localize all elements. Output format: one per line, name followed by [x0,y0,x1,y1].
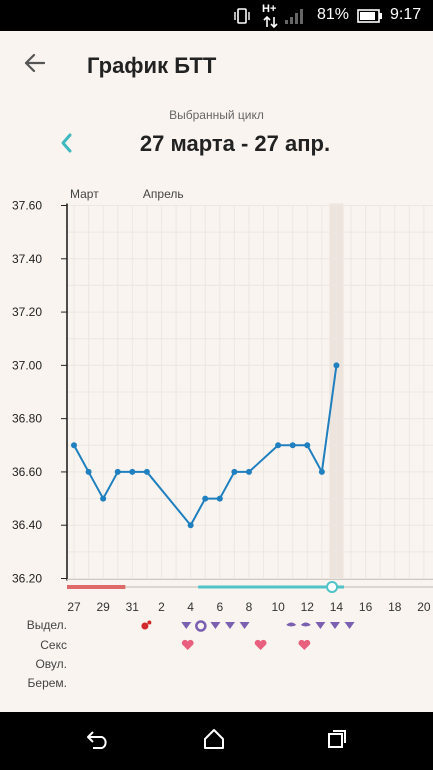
signal-icon [285,8,305,29]
navigation-bar [0,712,433,770]
x-tick-label: 27 [67,600,81,614]
clock: 9:17 [390,6,422,23]
temperature-point [289,442,296,449]
bbt-chart[interactable]: 37.60 37.40 37.20 37.00 36.80 36.60 36.40 36.20… [0,183,433,703]
temperature-point [333,362,340,369]
heart-icon [254,639,267,650]
battery-icon [357,8,383,29]
temperature-point [245,468,252,475]
row-label: Овул. [35,657,67,671]
recents-nav-button[interactable] [323,729,351,753]
discharge-drop-icon [315,622,326,629]
app-bar: График БТТ [0,31,433,98]
month-label: Март [70,187,99,201]
temperature-point [275,442,282,449]
temperature-point [202,495,209,502]
y-tick-label: 36.80 [12,412,42,426]
discharge-lens-icon [286,622,297,627]
x-tick-label: 4 [187,600,194,614]
discharge-drop-icon [329,622,340,629]
temperature-point [143,468,150,475]
y-tick-label: 37.40 [12,252,42,266]
discharge-drop-icon [239,622,250,629]
discharge-lens-icon [300,622,311,627]
y-tick-label: 36.40 [12,518,42,532]
back-nav-icon [85,729,111,754]
vibrate-icon [233,7,251,30]
x-tick-label: 18 [388,600,402,614]
blood-drop-icon [141,622,149,630]
y-tick-label: 37.00 [12,358,42,372]
y-tick-label: 36.60 [12,465,42,479]
temperature-point [304,442,311,449]
temperature-point [100,495,107,502]
temperature-point [85,468,92,475]
discharge-drop-icon [225,622,236,629]
back-button[interactable] [18,49,50,81]
temperature-point [187,522,194,529]
blood-drop-icon [147,620,152,625]
cycle-date-range: 27 марта - 27 апр. [139,131,331,156]
row-label: Секс [40,638,67,652]
discharge-drop-icon [181,622,192,629]
heart-icon [181,639,194,650]
ring-icon [195,620,207,632]
cycle-label: Выбранный цикл [169,108,264,122]
temperature-point [318,468,325,475]
recents-nav-icon [326,728,348,755]
x-tick-label: 14 [330,600,344,614]
row-label: Берем. [28,676,67,690]
temperature-point [114,468,121,475]
x-tick-label: 16 [359,600,373,614]
ovulation-marker [326,581,339,593]
discharge-drop-icon [344,622,355,629]
x-tick-label: 6 [216,600,223,614]
x-tick-label: 2 [158,600,165,614]
x-tick-label: 10 [271,600,285,614]
x-tick-label: 12 [301,600,315,614]
x-tick-label: 8 [246,600,253,614]
heart-icon [298,639,311,650]
y-tick-label: 36.20 [12,572,42,586]
month-label: Апрель [143,187,184,201]
page-title: График БТТ [87,53,217,78]
x-tick-label: 20 [417,600,431,614]
home-nav-icon [202,728,226,755]
x-tick-label: 31 [126,600,140,614]
status-bar: H+ 81% 9:17 [0,0,433,31]
temperature-point [71,442,77,449]
home-nav-button[interactable] [200,728,228,755]
y-tick-label: 37.60 [12,199,42,213]
network-h-plus-icon: H+ [262,3,280,34]
temperature-line [73,365,338,527]
temperature-point [231,468,238,475]
y-tick-label: 37.20 [12,305,42,319]
chevron-left-icon [59,132,73,159]
back-nav-button[interactable] [84,729,112,753]
arrow-left-icon [23,53,46,78]
row-label: Выдел. [27,618,67,632]
battery-percent: 81% [317,6,350,23]
x-tick-label: 29 [96,600,110,614]
discharge-drop-icon [210,622,221,629]
temperature-point [216,495,223,502]
temperature-point [129,468,136,475]
previous-cycle-button[interactable] [54,132,78,158]
